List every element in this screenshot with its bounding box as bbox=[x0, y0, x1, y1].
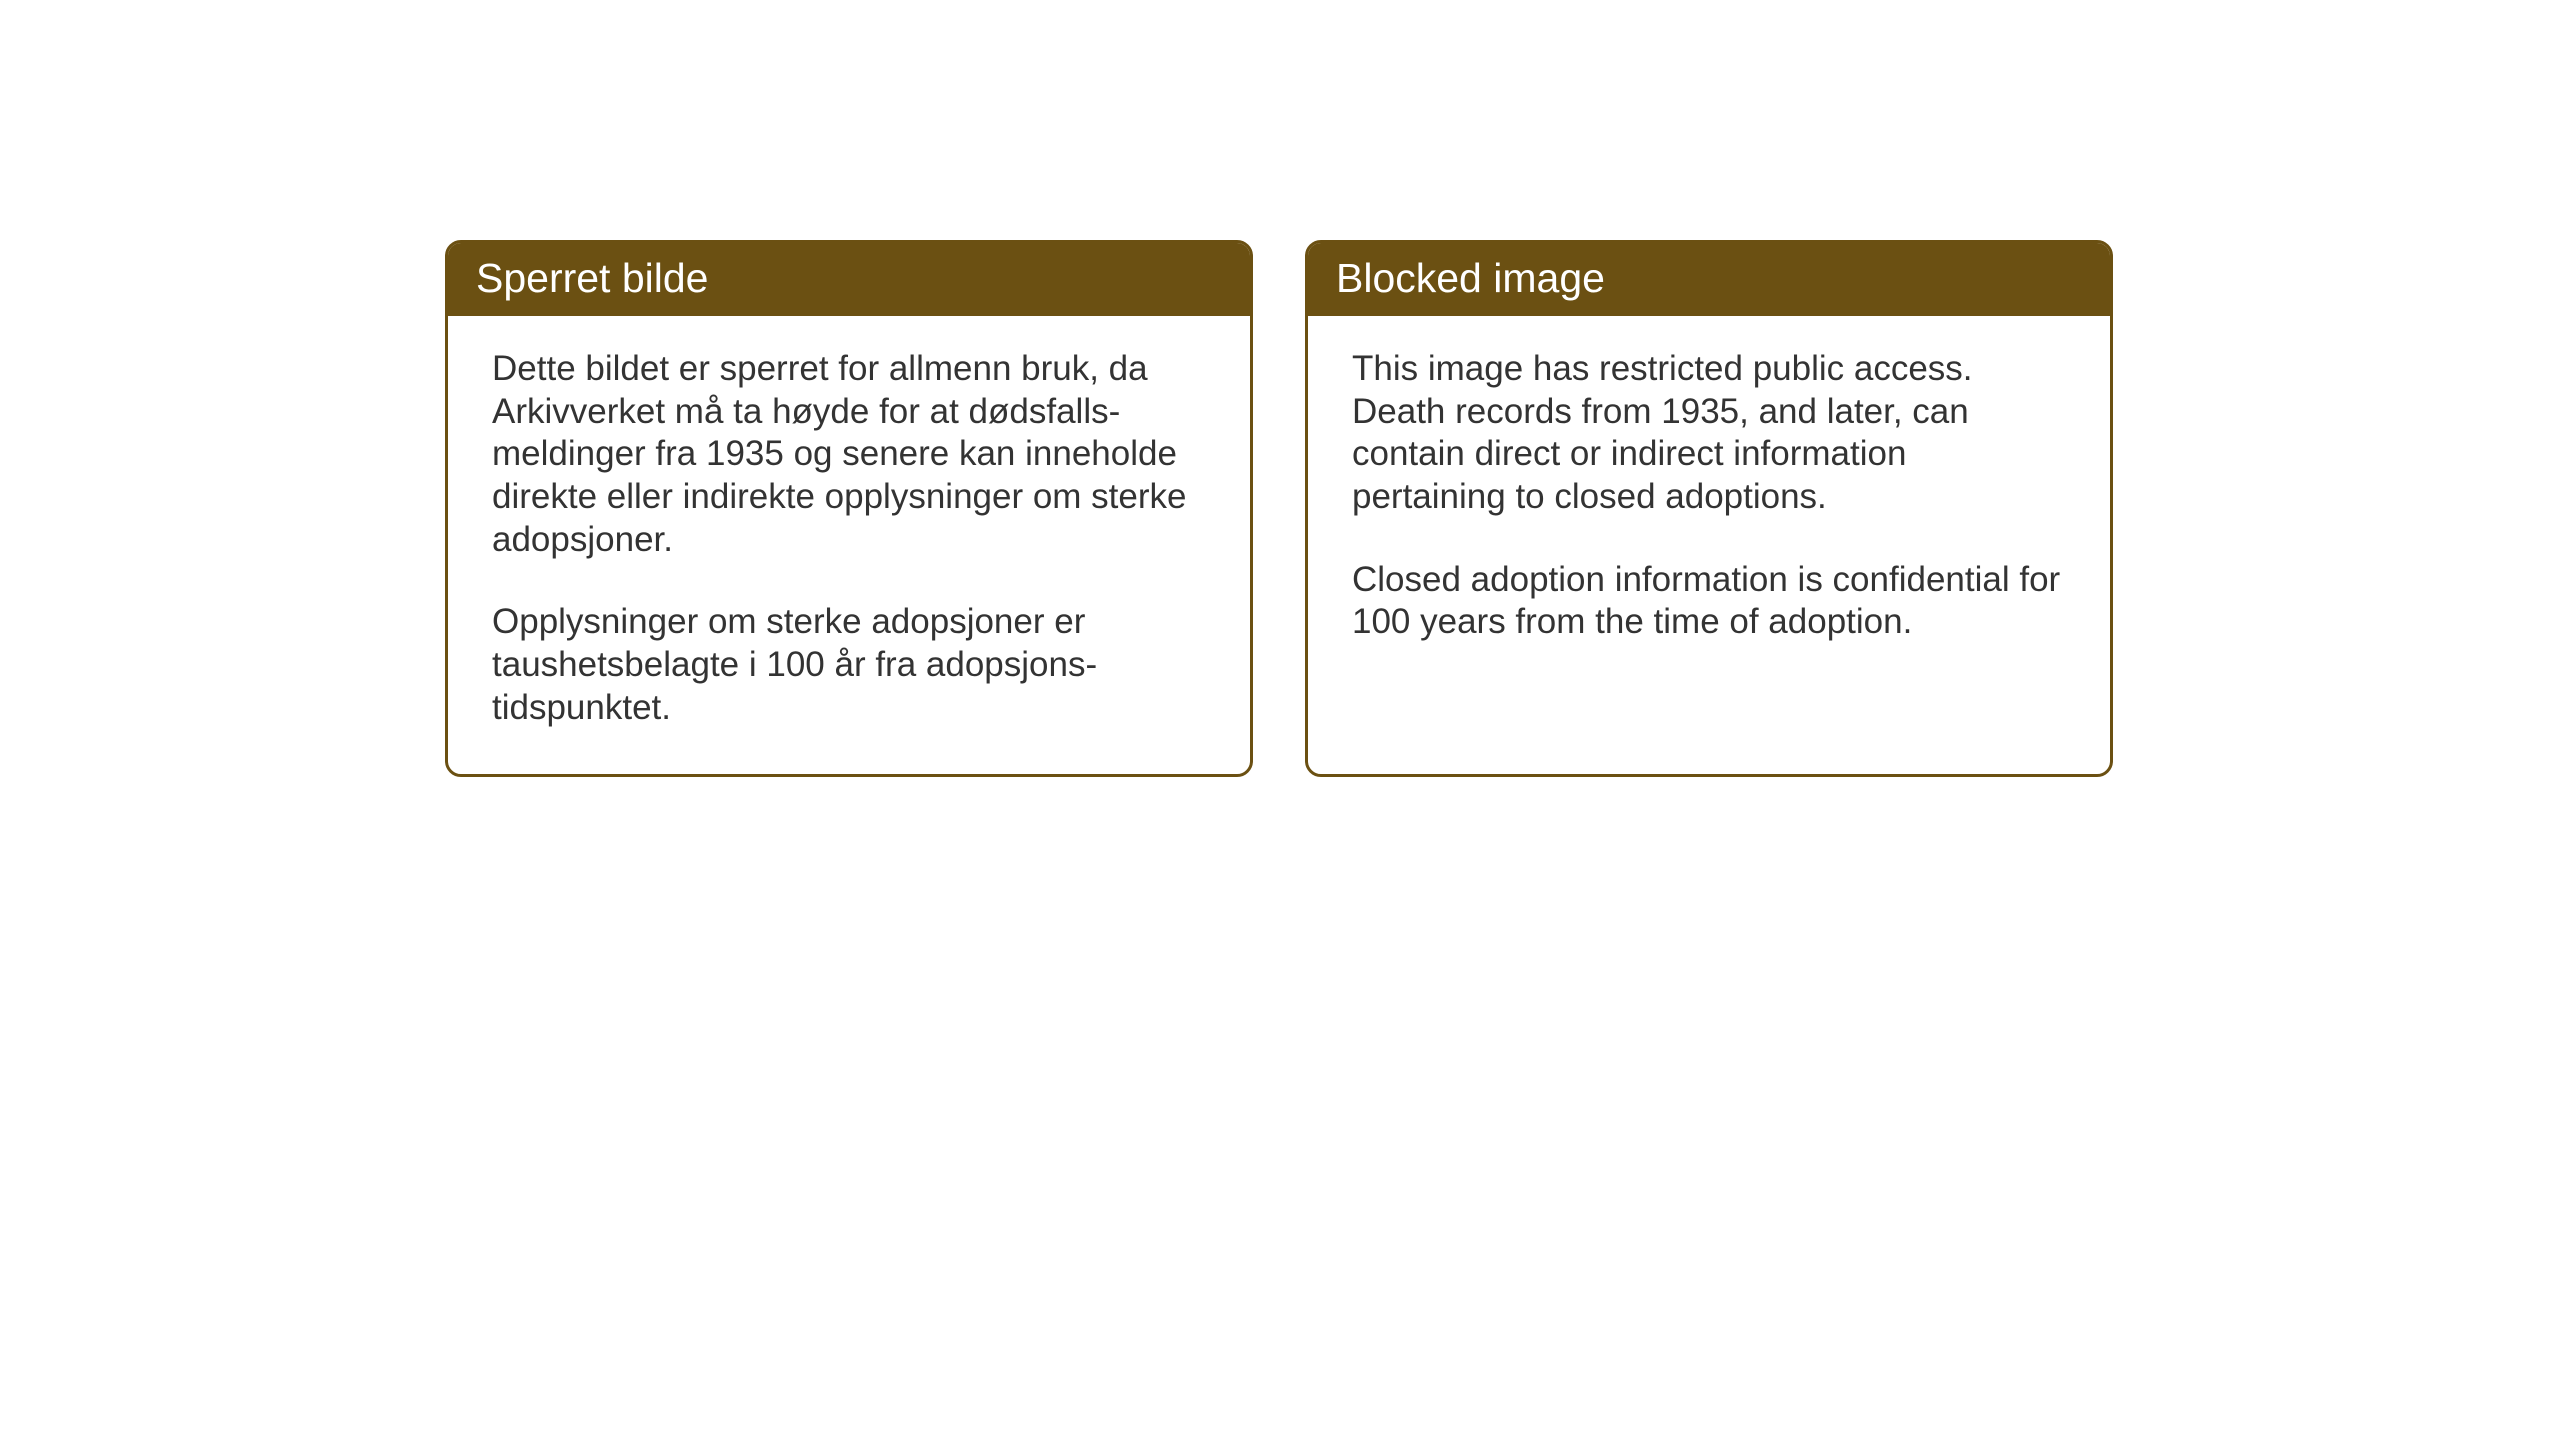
notice-body-english: This image has restricted public access.… bbox=[1308, 316, 2110, 688]
notice-title-english: Blocked image bbox=[1308, 243, 2110, 316]
notice-card-english: Blocked image This image has restricted … bbox=[1305, 240, 2113, 777]
notice-title-norwegian: Sperret bilde bbox=[448, 243, 1250, 316]
notice-paragraph-1-norwegian: Dette bildet er sperret for allmenn bruk… bbox=[492, 348, 1206, 561]
notice-body-norwegian: Dette bildet er sperret for allmenn bruk… bbox=[448, 316, 1250, 774]
notice-paragraph-1-english: This image has restricted public access.… bbox=[1352, 348, 2066, 519]
notice-paragraph-2-english: Closed adoption information is confident… bbox=[1352, 559, 2066, 644]
notice-card-norwegian: Sperret bilde Dette bildet er sperret fo… bbox=[445, 240, 1253, 777]
notice-paragraph-2-norwegian: Opplysninger om sterke adopsjoner er tau… bbox=[492, 601, 1206, 729]
notice-container: Sperret bilde Dette bildet er sperret fo… bbox=[445, 240, 2113, 777]
